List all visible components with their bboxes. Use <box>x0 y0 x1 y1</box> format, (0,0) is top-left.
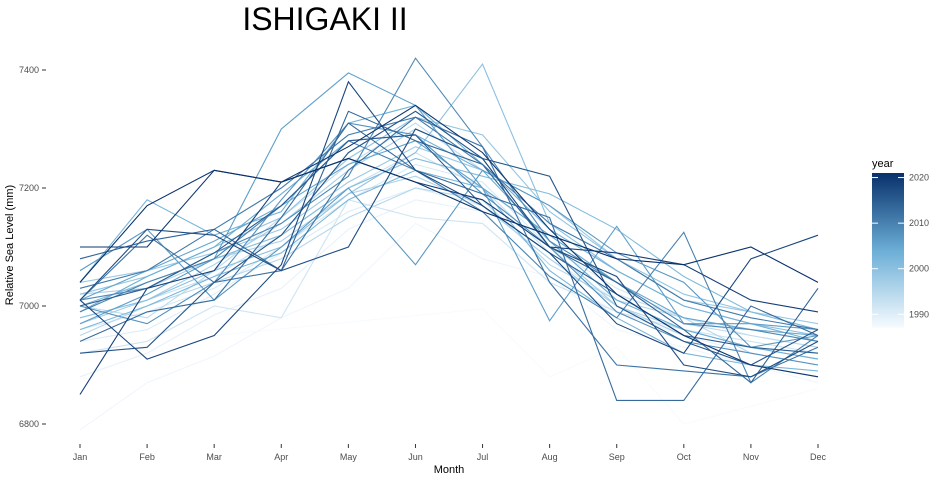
series-line-2019 <box>79 157 819 395</box>
series-line-2009 <box>79 57 819 342</box>
x-axis: Jan Feb Mar Apr May Jun Jul Aug Sep Oct Nov Dec <box>73 444 827 462</box>
series-line-2000 <box>79 63 819 337</box>
series-line-1987 <box>214 308 819 425</box>
x-tick-label: Feb <box>139 452 155 462</box>
y-axis: 6800 7000 7200 7400 <box>19 65 46 429</box>
x-tick-label: May <box>340 452 358 462</box>
series-line-1996 <box>79 175 819 360</box>
x-tick-label: Apr <box>274 452 288 462</box>
series-line-1988 <box>79 222 819 431</box>
legend-tick-label: 1990 <box>909 309 929 319</box>
legend-tick-label: 2000 <box>909 264 929 274</box>
year-legend: year 1990 2000 2010 2020 <box>872 158 929 328</box>
series-line-2018 <box>79 80 819 360</box>
series-lines <box>79 57 819 431</box>
series-line-2021 <box>79 157 819 283</box>
legend-colorbar <box>872 173 904 328</box>
x-tick-label: Jul <box>477 452 489 462</box>
series-line-1994 <box>79 122 819 348</box>
legend-ticks: 1990 2000 2010 2020 <box>872 173 929 319</box>
y-axis-title: Relative Sea Level (mm) <box>4 185 16 305</box>
series-line-1991 <box>79 163 819 348</box>
y-tick-label: 7400 <box>19 65 39 75</box>
series-line-1992 <box>79 199 819 354</box>
legend-tick-label: 2020 <box>909 173 929 183</box>
x-tick-label: Mar <box>206 452 222 462</box>
x-tick-label: Aug <box>542 452 558 462</box>
x-tick-label: Oct <box>677 452 692 462</box>
x-tick-label: Jan <box>73 452 88 462</box>
x-axis-title: Month <box>434 464 465 476</box>
series-line-2002 <box>79 169 819 372</box>
chart-title: ISHIGAKI II <box>242 1 407 37</box>
x-tick-label: Sep <box>609 452 625 462</box>
legend-tick-label: 2010 <box>909 218 929 228</box>
y-tick-label: 7200 <box>19 183 39 193</box>
series-line-2012 <box>79 116 819 378</box>
y-tick-label: 7000 <box>19 301 39 311</box>
y-tick-label: 6800 <box>19 419 39 429</box>
series-line-2020 <box>80 104 819 378</box>
series-line-2006 <box>79 72 819 331</box>
x-tick-label: Nov <box>743 452 760 462</box>
series-line-2017 <box>79 128 819 378</box>
series-line-2011 <box>79 116 819 331</box>
series-line-2013 <box>79 122 819 401</box>
series-line-2007 <box>79 169 819 348</box>
series-line-2008 <box>79 122 819 366</box>
x-tick-label: Jun <box>408 452 423 462</box>
x-tick-label: Dec <box>810 452 827 462</box>
series-line-2014 <box>79 110 819 384</box>
legend-title: year <box>872 158 894 170</box>
series-line-1993 <box>79 151 819 342</box>
series-line-1998 <box>79 146 819 325</box>
series-line-2016 <box>79 110 819 366</box>
